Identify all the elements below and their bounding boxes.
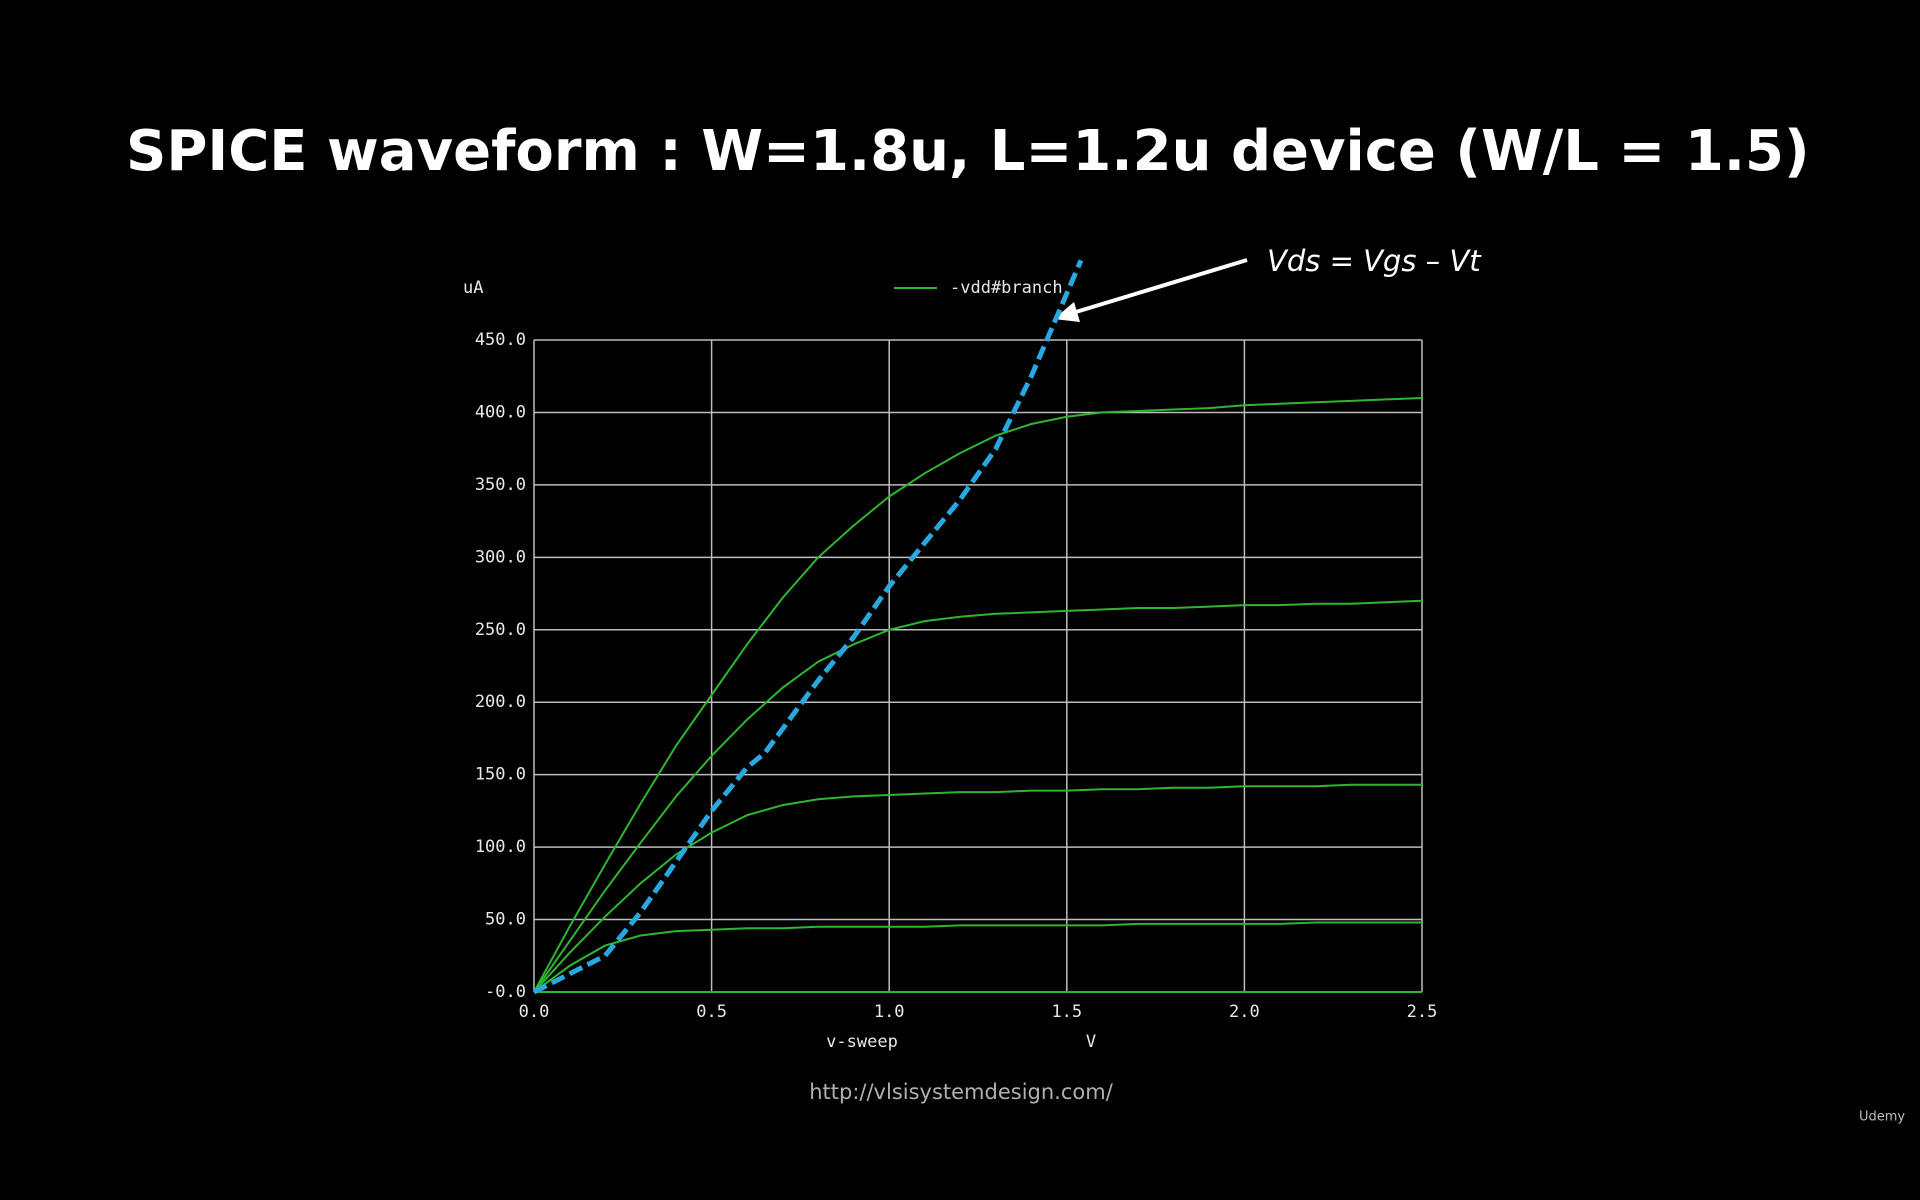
x-tick-label: 2.0 <box>1229 1002 1260 1022</box>
y-tick-label: 350.0 <box>475 475 526 495</box>
x-tick-label: 2.5 <box>1407 1002 1438 1022</box>
y-tick-label: 200.0 <box>475 692 526 712</box>
line <box>533 783 1422 993</box>
y-tick-label: 250.0 <box>475 620 526 640</box>
slide-title: SPICE waveform : W=1.8u, L=1.2u device (… <box>126 119 1810 184</box>
line <box>533 599 1423 993</box>
dashed-line <box>532 259 1084 995</box>
x-tick-label: 1.0 <box>874 1002 905 1022</box>
x-tick-label: 0.5 <box>696 1002 727 1022</box>
y-tick-label: 300.0 <box>475 547 526 567</box>
x-tick-label: 1.5 <box>1051 1002 1082 1022</box>
x-tick-label: 0.0 <box>519 1002 550 1022</box>
annotation-arrow <box>1054 258 1248 322</box>
annotation: Vds = Vgs – Vt <box>1267 244 1482 278</box>
logo: Udemy <box>1859 1110 1905 1125</box>
y-axis-label: uA <box>463 278 483 298</box>
line <box>533 921 1422 993</box>
y-tick-label: 50.0 <box>485 910 526 930</box>
y-tick-label: -0.0 <box>485 982 526 1002</box>
y-tick-label: 100.0 <box>475 837 526 857</box>
footer-url: http://vlsisystemdesign.com/ <box>809 1080 1113 1104</box>
y-tick-label: 450.0 <box>475 330 526 350</box>
y-tick-label: 150.0 <box>475 765 526 785</box>
y-tick-label: 400.0 <box>475 402 526 422</box>
line <box>533 397 1423 993</box>
x-axis-unit: V <box>1086 1032 1096 1052</box>
legend-label: -vdd#branch <box>950 278 1063 298</box>
x-axis-label: v-sweep <box>826 1032 898 1052</box>
